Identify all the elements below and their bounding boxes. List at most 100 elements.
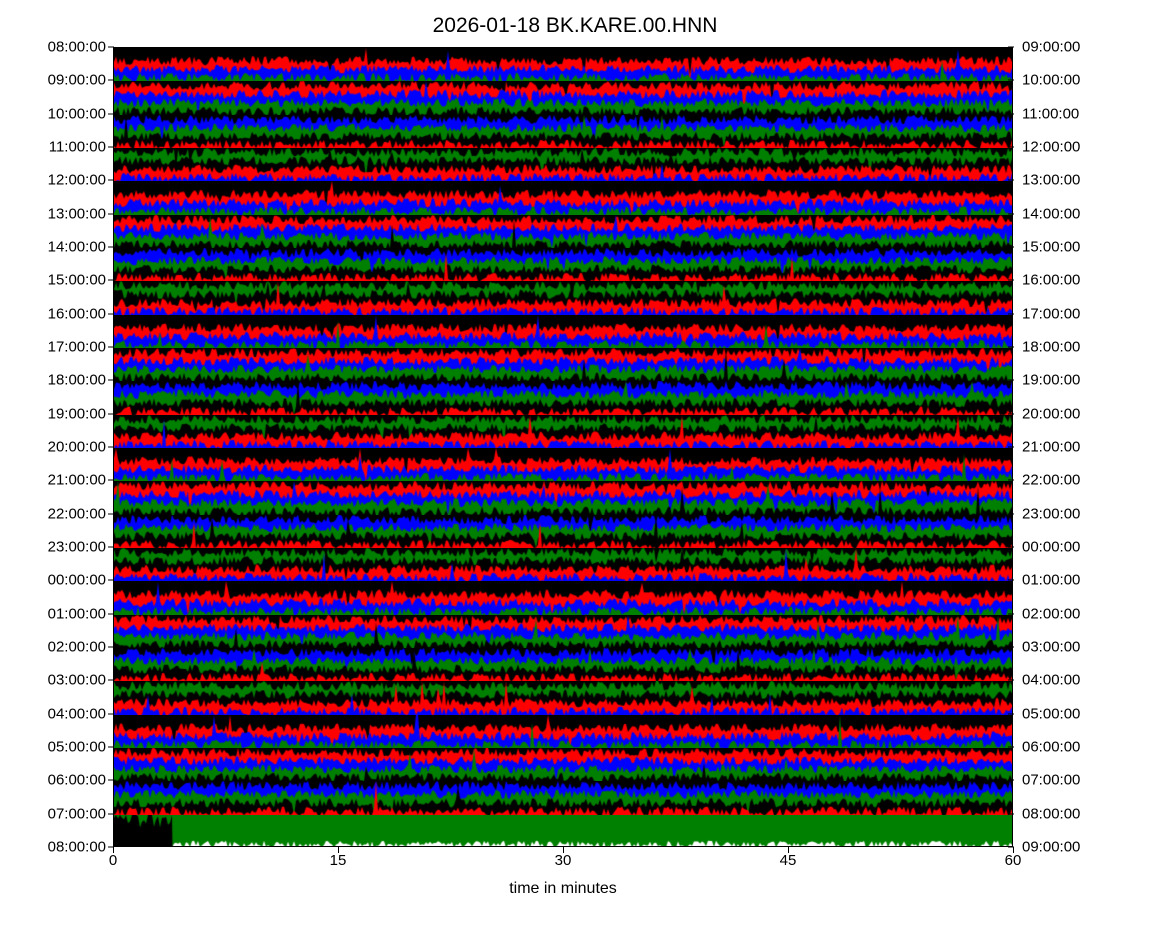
right-axis-tick-label-5: 14:00:00 <box>1022 205 1120 222</box>
right-axis-tick-label-18: 03:00:00 <box>1022 639 1120 656</box>
right-axis-tick-label-6: 15:00:00 <box>1022 239 1120 256</box>
waveform-row-21 <box>114 748 1013 781</box>
right-axis-tick-label-9: 18:00:00 <box>1022 339 1120 356</box>
right-axis-tick-label-2: 11:00:00 <box>1022 105 1120 122</box>
left-axis-tick-label-3: 11:00:00 <box>8 139 106 156</box>
right-axis-tick-label-7: 16:00:00 <box>1022 272 1120 289</box>
right-axis-tick-label-23: 08:00:00 <box>1022 805 1120 822</box>
x-axis-tick-label-30: 30 <box>555 852 572 869</box>
right-axis-tick-mark-14 <box>1008 513 1014 514</box>
left-axis-tick-label-9: 17:00:00 <box>8 339 106 356</box>
left-axis-tick-label-14: 22:00:00 <box>8 505 106 522</box>
left-axis-tick-mark-16 <box>108 580 114 581</box>
waveform-row-22 <box>114 781 1013 814</box>
left-axis-tick-mark-4 <box>108 180 114 181</box>
x-axis-tick-label-15: 15 <box>330 852 347 869</box>
waveform-row-2 <box>114 115 1013 148</box>
left-axis-tick-label-10: 18:00:00 <box>8 372 106 389</box>
left-axis-tick-label-4: 12:00:00 <box>8 172 106 189</box>
left-axis-tick-label-12: 20:00:00 <box>8 439 106 456</box>
left-axis-tick-mark-22 <box>108 780 114 781</box>
left-axis-tick-mark-10 <box>108 380 114 381</box>
left-axis-tick-mark-8 <box>108 313 114 314</box>
left-axis-tick-label-15: 23:00:00 <box>8 539 106 556</box>
left-axis-tick-mark-11 <box>108 413 114 414</box>
right-axis-tick-label-0: 09:00:00 <box>1022 39 1120 56</box>
left-axis-tick-mark-3 <box>108 147 114 148</box>
waveform-row-0 <box>114 48 1013 81</box>
right-axis-tick-mark-12 <box>1008 447 1014 448</box>
waveform-row-10 <box>114 381 1013 414</box>
right-axis-tick-mark-0 <box>1008 47 1014 48</box>
left-axis-tick-mark-7 <box>108 280 114 281</box>
right-axis-tick-label-1: 10:00:00 <box>1022 72 1120 89</box>
left-axis-tick-label-13: 21:00:00 <box>8 472 106 489</box>
right-axis-tick-label-10: 19:00:00 <box>1022 372 1120 389</box>
helicorder-plot-window: 2026-01-18 BK.KARE.00.HNN UTC (local tim… <box>0 0 1150 950</box>
left-axis-tick-label-16: 00:00:00 <box>8 572 106 589</box>
right-axis-tick-label-8: 17:00:00 <box>1022 305 1120 322</box>
waveform-row-9 <box>114 348 1013 381</box>
right-axis-tick-label-12: 21:00:00 <box>1022 439 1120 456</box>
left-axis-tick-label-23: 07:00:00 <box>8 805 106 822</box>
right-axis-tick-label-15: 00:00:00 <box>1022 539 1120 556</box>
right-axis-tick-label-24: 09:00:00 <box>1022 839 1120 856</box>
waveform-row-16 <box>114 581 1013 614</box>
waveform-row-4 <box>114 181 1013 214</box>
left-axis-tick-mark-14 <box>108 513 114 514</box>
right-axis-tick-label-20: 05:00:00 <box>1022 705 1120 722</box>
right-axis-tick-label-11: 20:00:00 <box>1022 405 1120 422</box>
left-axis-tick-label-17: 01:00:00 <box>8 605 106 622</box>
x-axis-tick-label-60: 60 <box>1005 852 1022 869</box>
right-axis-tick-mark-2 <box>1008 113 1014 114</box>
left-axis-tick-label-2: 10:00:00 <box>8 105 106 122</box>
left-axis-tick-label-8: 16:00:00 <box>8 305 106 322</box>
right-axis-tick-mark-13 <box>1008 480 1014 481</box>
waveform-row-8 <box>114 315 1013 348</box>
left-axis-tick-mark-21 <box>108 747 114 748</box>
waveform-plot-area[interactable] <box>113 47 1013 847</box>
right-axis-tick-mark-23 <box>1008 813 1014 814</box>
left-axis-tick-mark-19 <box>108 680 114 681</box>
left-axis-tick-label-5: 13:00:00 <box>8 205 106 222</box>
left-axis-tick-label-18: 02:00:00 <box>8 639 106 656</box>
left-axis-tick-mark-5 <box>108 213 114 214</box>
left-axis-tick-mark-20 <box>108 713 114 714</box>
waveform-row-23 <box>114 815 1013 847</box>
left-axis-tick-label-7: 15:00:00 <box>8 272 106 289</box>
right-axis-tick-label-17: 02:00:00 <box>1022 605 1120 622</box>
left-axis-tick-label-22: 06:00:00 <box>8 772 106 789</box>
waveform-row-12 <box>114 448 1013 481</box>
x-axis-tick-label-45: 45 <box>780 852 797 869</box>
left-axis-tick-label-11: 19:00:00 <box>8 405 106 422</box>
right-axis-tick-mark-18 <box>1008 647 1014 648</box>
left-axis-tick-mark-17 <box>108 613 114 614</box>
left-axis-tick-mark-6 <box>108 247 114 248</box>
left-axis-tick-mark-12 <box>108 447 114 448</box>
right-axis-tick-label-16: 01:00:00 <box>1022 572 1120 589</box>
left-axis-tick-mark-9 <box>108 347 114 348</box>
right-axis-tick-label-3: 12:00:00 <box>1022 139 1120 156</box>
right-axis-tick-mark-4 <box>1008 180 1014 181</box>
left-axis-tick-mark-0 <box>108 47 114 48</box>
waveform-row-15 <box>114 548 1013 581</box>
right-axis-tick-mark-8 <box>1008 313 1014 314</box>
left-axis-tick-label-19: 03:00:00 <box>8 672 106 689</box>
right-axis-tick-label-13: 22:00:00 <box>1022 472 1120 489</box>
right-axis-tick-mark-7 <box>1008 280 1014 281</box>
right-axis-tick-mark-16 <box>1008 580 1014 581</box>
right-axis-tick-label-14: 23:00:00 <box>1022 505 1120 522</box>
waveform-row-1 <box>114 81 1013 114</box>
left-axis-tick-label-0: 08:00:00 <box>8 39 106 56</box>
waveform-row-14 <box>114 515 1013 548</box>
right-axis-tick-mark-5 <box>1008 213 1014 214</box>
left-axis-tick-mark-1 <box>108 80 114 81</box>
left-axis-tick-label-21: 05:00:00 <box>8 739 106 756</box>
left-axis-tick-label-20: 04:00:00 <box>8 705 106 722</box>
right-axis-tick-mark-19 <box>1008 680 1014 681</box>
left-axis-tick-label-24: 08:00:00 <box>8 839 106 856</box>
waveform-row-7 <box>114 281 1013 314</box>
waveform-row-6 <box>114 248 1013 281</box>
right-axis-tick-label-19: 04:00:00 <box>1022 672 1120 689</box>
right-axis-tick-label-22: 07:00:00 <box>1022 772 1120 789</box>
